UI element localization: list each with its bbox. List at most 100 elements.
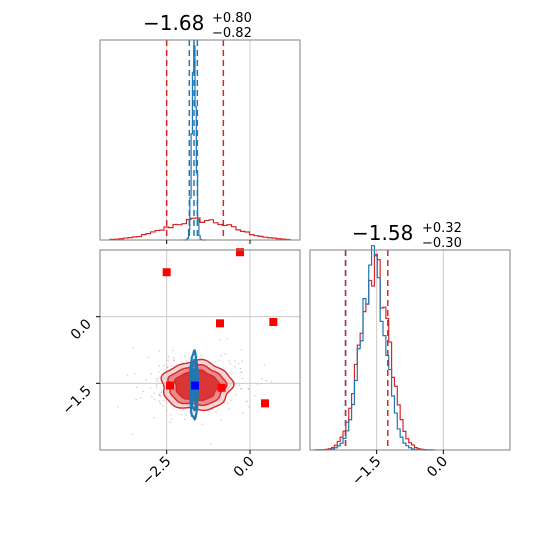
sample-point <box>228 360 231 362</box>
sample-point <box>240 348 243 351</box>
sample-point <box>218 359 221 362</box>
sample-point <box>226 337 228 340</box>
sample-point <box>237 362 240 365</box>
sample-point <box>133 372 136 375</box>
sample-point <box>163 364 165 367</box>
marginal1-frame <box>99 39 301 241</box>
sample-point <box>184 418 186 421</box>
blue-contour-0 <box>188 349 200 421</box>
marginal-param1-panel <box>99 39 301 244</box>
sample-point <box>155 384 158 386</box>
x-tick-label-p1-1: 0.0 <box>231 454 258 481</box>
title-param2-value: −1.58 <box>352 221 413 245</box>
sample-point <box>126 374 129 376</box>
red-marker-6 <box>261 399 269 408</box>
sample-point <box>229 362 232 365</box>
sample-point <box>219 354 222 357</box>
title-param1-value: −1.68 <box>143 11 204 35</box>
sample-point <box>157 370 160 373</box>
red-marker-0 <box>162 268 171 277</box>
title-param1-plus: +0.80 <box>212 11 252 26</box>
sample-point <box>200 354 203 356</box>
y-tick-label-p2-1: 0.0 <box>68 316 95 343</box>
marginal2-red-hist <box>313 253 436 451</box>
sample-point <box>150 373 153 375</box>
sample-point <box>173 359 175 361</box>
sample-point <box>219 338 222 341</box>
sample-point <box>171 349 174 352</box>
joint-frame <box>99 249 301 451</box>
sample-point <box>149 387 152 390</box>
red-marker-1 <box>236 248 244 257</box>
sample-point <box>234 365 237 368</box>
marginal1-red-hist <box>109 217 291 241</box>
sample-point <box>263 364 266 366</box>
sample-point <box>223 402 226 404</box>
sample-point <box>158 393 161 395</box>
sample-point <box>142 390 145 393</box>
sample-point <box>171 418 173 420</box>
sample-point <box>210 443 212 446</box>
title-param2-plus: +0.32 <box>422 221 462 236</box>
sample-point <box>170 414 173 416</box>
sample-point <box>230 399 232 401</box>
red-marker-5 <box>217 383 226 392</box>
sample-point <box>215 411 217 413</box>
sample-point <box>156 380 158 383</box>
sample-point <box>159 402 162 405</box>
title-param2-minus: −0.30 <box>422 236 462 251</box>
sample-point <box>156 386 158 389</box>
sample-point <box>241 412 244 414</box>
joint-panel <box>96 248 301 454</box>
sample-point <box>153 398 156 400</box>
sample-point <box>253 394 256 397</box>
sample-point <box>220 419 223 421</box>
title-param1-minus: −0.82 <box>212 26 252 41</box>
sample-point <box>157 377 160 379</box>
sample-point <box>167 359 169 361</box>
sample-point <box>224 352 226 355</box>
sample-point <box>159 395 162 397</box>
sample-point <box>185 414 187 416</box>
sample-point <box>241 360 243 362</box>
sample-point <box>234 394 237 396</box>
sample-point <box>188 356 191 359</box>
sample-point <box>145 379 147 381</box>
marginal-param2-panel <box>309 245 511 454</box>
sample-point <box>247 387 250 390</box>
x-tick-label-p2-0: −1.5 <box>349 454 384 489</box>
sample-point <box>160 391 163 394</box>
sample-point <box>132 346 135 349</box>
sample-point <box>155 378 157 380</box>
sample-point <box>201 423 204 426</box>
sample-point <box>169 421 171 424</box>
red-marker-3 <box>269 318 278 326</box>
marginal2-frame <box>309 249 511 451</box>
sample-point <box>153 416 156 419</box>
sample-point <box>231 372 233 375</box>
sample-point <box>184 355 186 358</box>
sample-point <box>158 350 161 352</box>
sample-point <box>136 386 138 389</box>
sample-point <box>238 384 241 387</box>
sample-point <box>261 377 263 380</box>
tick-labels: −2.5 0.0 −1.5 0.0 −1.5 0.0 <box>59 316 451 489</box>
red-marker-2 <box>216 319 224 328</box>
marginal2-blue-hist <box>313 245 436 451</box>
sample-point <box>135 398 137 401</box>
sample-point <box>166 366 169 368</box>
sample-point <box>227 402 229 405</box>
title-param2: −1.58 +0.32 −0.30 <box>352 221 462 251</box>
sample-point <box>162 399 165 402</box>
y-tick-label-p2-0: −1.5 <box>59 383 94 418</box>
sample-point <box>180 413 183 416</box>
sample-point <box>153 392 155 394</box>
sample-point <box>167 355 170 358</box>
x-tick-label-p2-1: 0.0 <box>424 454 451 481</box>
sample-point <box>227 408 230 410</box>
sample-point <box>185 360 188 362</box>
sample-point <box>183 409 185 411</box>
sample-point <box>248 406 250 408</box>
sample-point <box>265 379 267 382</box>
sample-point <box>158 364 161 367</box>
